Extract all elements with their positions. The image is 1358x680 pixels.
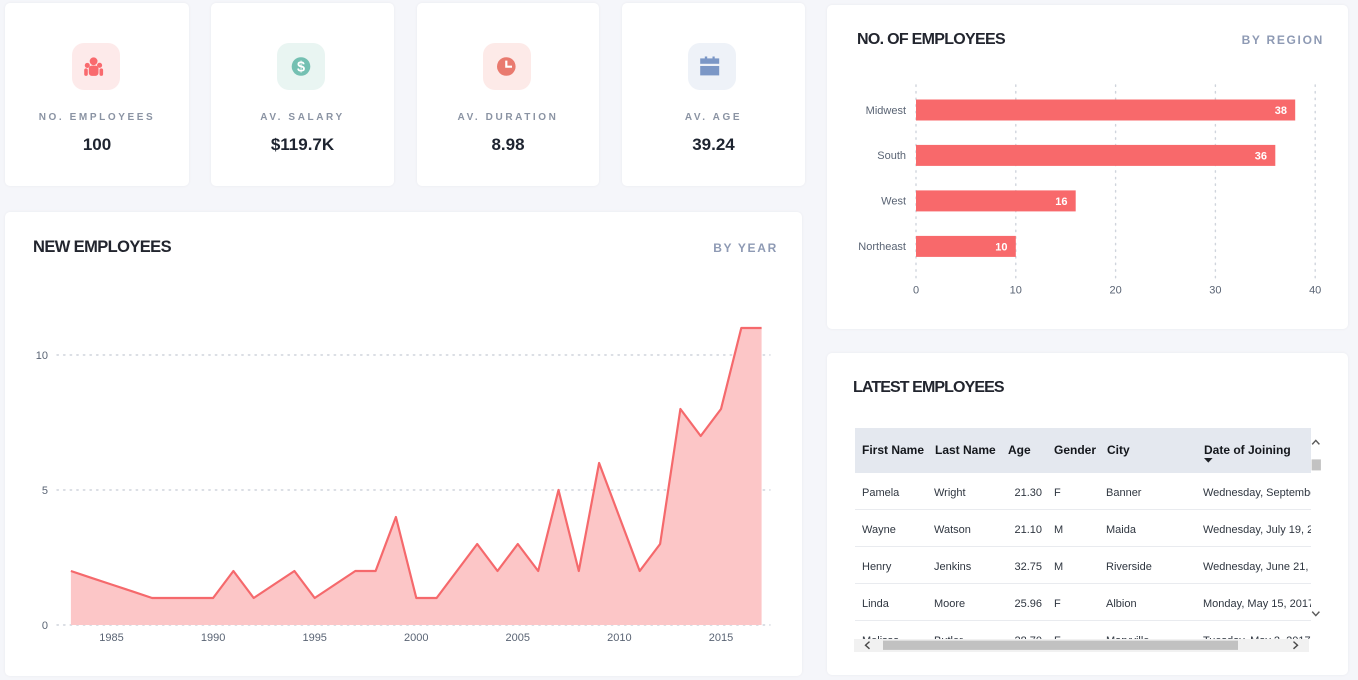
svg-text:40: 40 bbox=[1309, 285, 1321, 297]
svg-text:10: 10 bbox=[1010, 285, 1022, 297]
svg-text:1990: 1990 bbox=[201, 632, 225, 644]
svg-text:16: 16 bbox=[1055, 196, 1067, 208]
svg-text:36: 36 bbox=[1255, 150, 1267, 162]
svg-text:West: West bbox=[881, 196, 906, 208]
svg-text:30: 30 bbox=[1209, 285, 1221, 297]
svg-text:2015: 2015 bbox=[709, 632, 733, 644]
svg-text:20: 20 bbox=[1109, 285, 1121, 297]
svg-text:South: South bbox=[877, 150, 906, 162]
svg-text:10: 10 bbox=[995, 241, 1007, 253]
svg-text:Midwest: Midwest bbox=[866, 105, 906, 117]
svg-text:38: 38 bbox=[1275, 105, 1287, 117]
svg-text:0: 0 bbox=[913, 285, 919, 297]
svg-text:2010: 2010 bbox=[607, 632, 631, 644]
svg-text:1995: 1995 bbox=[302, 632, 326, 644]
svg-text:2005: 2005 bbox=[506, 632, 530, 644]
svg-text:$: $ bbox=[297, 59, 305, 75]
svg-text:2000: 2000 bbox=[404, 632, 428, 644]
svg-text:1985: 1985 bbox=[99, 632, 123, 644]
svg-text:10: 10 bbox=[36, 350, 48, 362]
svg-text:0: 0 bbox=[42, 620, 48, 632]
svg-text:5: 5 bbox=[42, 485, 48, 497]
svg-text:Northeast: Northeast bbox=[858, 241, 906, 253]
